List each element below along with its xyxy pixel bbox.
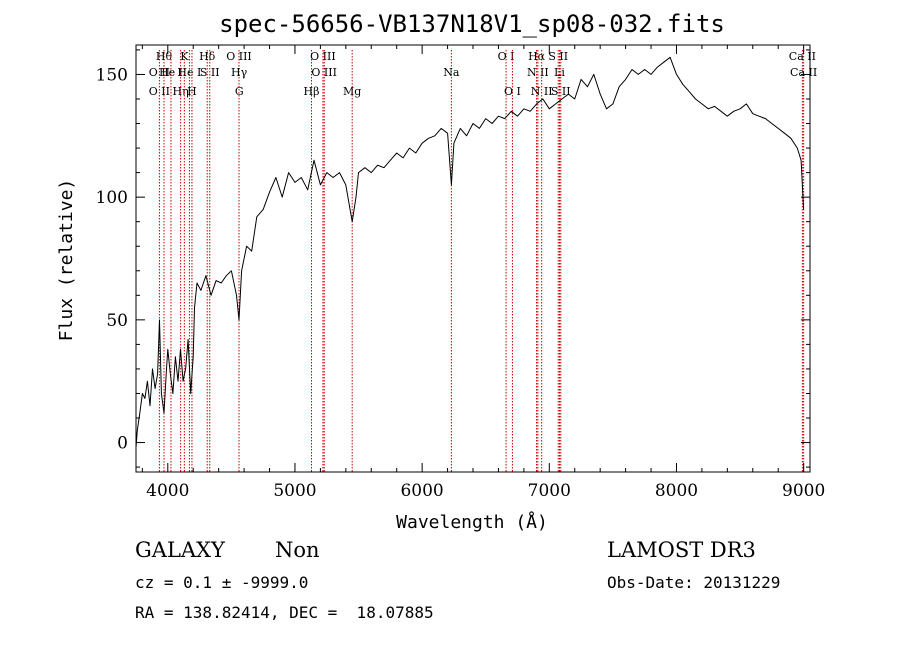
marker-label: K — [180, 50, 189, 63]
object-class: GALAXY — [135, 538, 225, 562]
marker-label: O I — [498, 50, 515, 63]
x-tick-label: 9000 — [782, 481, 825, 501]
survey-label: LAMOST DR3 — [607, 538, 756, 562]
object-subclass: Non — [275, 538, 320, 562]
marker-label: He I — [159, 66, 183, 79]
marker-label: Mg — [343, 85, 361, 98]
marker-label: O III — [310, 50, 336, 63]
marker-label: N II — [527, 66, 549, 79]
marker-label: S II — [548, 50, 568, 63]
marker-label: Hβ — [304, 85, 320, 98]
y-axis-title: Flux (relative) — [56, 179, 77, 342]
marker-label: Ca II — [789, 50, 816, 63]
marker-label: Hγ — [231, 66, 248, 79]
marker-label: S II — [551, 85, 571, 98]
y-axis-ticks: 0 50 100 150 — [96, 49, 810, 468]
x-tick-label: 8000 — [655, 481, 698, 501]
x-axis-ticks: 4000 5000 6000 7000 8000 9000 — [141, 45, 825, 501]
marker-label: Ca II — [790, 66, 817, 79]
marker-label: H — [187, 85, 197, 98]
y-tick-label: 150 — [96, 65, 128, 85]
series-line — [135, 56, 805, 448]
marker-label: He I — [177, 66, 201, 79]
y-tick-label: 0 — [117, 434, 128, 454]
y-tick-label: 50 — [106, 311, 128, 331]
emission-line-markers: O II O II Hθ He I Hη K He I H Hδ S II O III Hγ G Hβ O … — [149, 50, 817, 472]
x-tick-label: 7000 — [528, 481, 571, 501]
marker-label: O II — [149, 66, 170, 79]
coordinates-readout: RA = 138.82414, DEC = 18.07885 — [135, 603, 434, 622]
x-tick-label: 4000 — [146, 481, 189, 501]
y-tick-label: 100 — [96, 188, 128, 208]
marker-label: O II — [149, 85, 170, 98]
x-tick-label: 6000 — [400, 481, 443, 501]
marker-label: O III — [226, 50, 252, 63]
marker-label: Li — [554, 66, 565, 79]
spectrum-series — [135, 56, 805, 448]
redshift-readout: cz = 0.1 ± -9999.0 — [135, 573, 309, 592]
marker-label: O III — [311, 66, 337, 79]
marker-label: N II — [531, 85, 553, 98]
marker-label: Hα — [528, 50, 546, 63]
obs-date-readout: Obs-Date: 20131229 — [607, 573, 781, 592]
x-axis-title: Wavelength (Å) — [396, 511, 548, 533]
marker-label: Na — [443, 66, 460, 79]
x-tick-label: 5000 — [273, 481, 316, 501]
marker-label: Hθ — [156, 50, 173, 63]
marker-label: G — [235, 85, 244, 98]
marker-label: Hη — [173, 85, 189, 98]
marker-label: S II — [200, 66, 220, 79]
marker-label: O I — [504, 85, 521, 98]
chart-title: spec-56656-VB137N18V1_sp08-032.fits — [219, 10, 725, 38]
marker-label: Hδ — [199, 50, 216, 63]
